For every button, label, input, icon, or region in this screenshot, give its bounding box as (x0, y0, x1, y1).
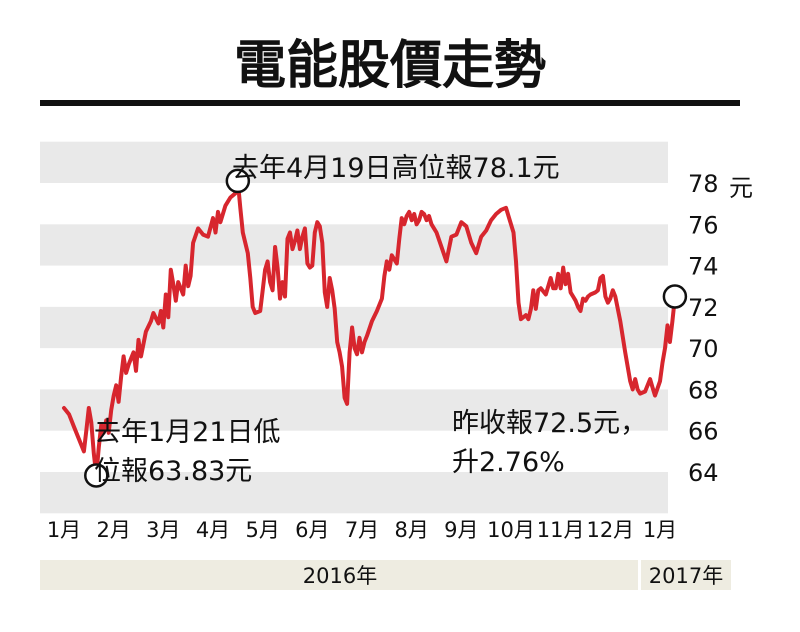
marker-high (225, 168, 251, 194)
point-markers (84, 168, 688, 488)
y-tick-label: 70 (688, 335, 719, 363)
x-month-label: 1月 (47, 518, 81, 542)
x-month-label: 8月 (394, 518, 428, 542)
annotation-close-line1: 昨收報72.5元， (452, 408, 647, 439)
grid-band (40, 141, 668, 183)
y-tick-label: 64 (688, 459, 719, 487)
x-month-label: 10月 (487, 518, 535, 542)
year-bar-2016 (40, 560, 638, 590)
x-month-label: 9月 (444, 518, 478, 542)
grid-band (40, 389, 668, 431)
price-series-line (62, 178, 677, 478)
grid-band (40, 472, 668, 514)
y-axis-ticks: 64 66 68 70 72 74 76 78 (688, 170, 719, 487)
chart-title: 電能股價走勢 (234, 35, 546, 96)
marker-low (84, 463, 109, 488)
annotation-low-line2: 位報63.83元 (94, 456, 252, 487)
marker-close (662, 284, 688, 309)
x-month-label: 7月 (345, 518, 379, 542)
x-month-label: 1月 (643, 518, 677, 542)
annotation-high: 去年4月19日高位報78.1元 (232, 153, 560, 184)
year-label-2017: 2017年 (649, 564, 723, 588)
x-month-label: 3月 (146, 518, 180, 542)
y-tick-label: 72 (688, 294, 719, 322)
y-axis-unit: 元 (729, 174, 753, 202)
y-tick-label: 74 (688, 253, 719, 281)
y-tick-label: 68 (688, 376, 719, 404)
x-month-label: 4月 (196, 518, 230, 542)
y-tick-label: 78 (688, 170, 719, 198)
y-tick-label: 76 (688, 211, 719, 239)
grid-bands (40, 141, 668, 514)
title-rule (40, 100, 740, 106)
year-label-2016: 2016年 (303, 564, 377, 588)
annotation-low-line1: 去年1月21日低 (94, 417, 281, 448)
x-month-label: 6月 (295, 518, 329, 542)
grid-band (40, 224, 668, 266)
y-tick-label: 66 (688, 418, 719, 446)
x-month-label: 12月 (586, 518, 634, 542)
x-month-label: 11月 (537, 518, 585, 542)
annotation-close-line2: 升2.76% (452, 447, 565, 478)
x-axis-month-labels: 1月 2月 3月 4月 5月 6月 7月 8月 9月 10月 11月 12月 1月 (47, 518, 677, 542)
x-month-label: 5月 (245, 518, 279, 542)
year-bar-2017 (641, 560, 731, 590)
x-month-label: 2月 (96, 518, 130, 542)
